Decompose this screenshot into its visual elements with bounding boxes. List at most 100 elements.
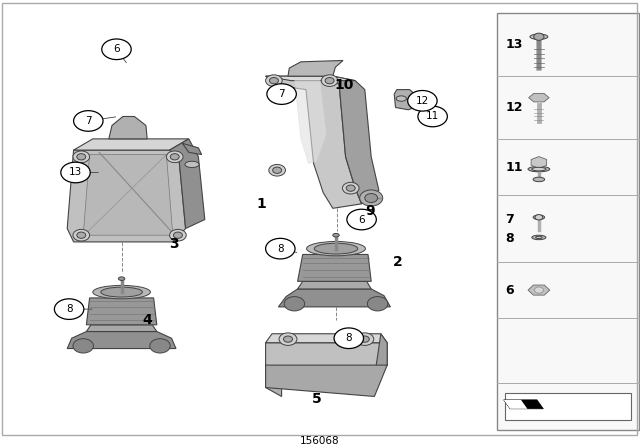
Circle shape (356, 333, 374, 345)
Circle shape (342, 182, 359, 194)
Circle shape (170, 154, 179, 160)
Polygon shape (531, 157, 547, 168)
Ellipse shape (533, 177, 545, 182)
Circle shape (73, 151, 90, 163)
Polygon shape (371, 334, 387, 379)
Text: 7: 7 (278, 89, 285, 99)
Text: 13: 13 (69, 168, 82, 177)
Ellipse shape (333, 233, 339, 237)
Ellipse shape (314, 243, 358, 254)
Polygon shape (170, 139, 205, 228)
Circle shape (347, 209, 376, 230)
Text: 5: 5 (312, 392, 322, 406)
Text: 8: 8 (506, 232, 514, 245)
Text: 11: 11 (426, 112, 439, 121)
Polygon shape (266, 334, 387, 343)
Ellipse shape (185, 161, 199, 168)
Polygon shape (298, 281, 371, 289)
Text: 9: 9 (365, 203, 375, 218)
Text: 8: 8 (346, 333, 352, 343)
Circle shape (325, 78, 334, 84)
Text: 8: 8 (277, 244, 284, 254)
Text: 12: 12 (506, 101, 523, 114)
Circle shape (346, 185, 355, 191)
Polygon shape (333, 76, 379, 204)
Ellipse shape (396, 96, 406, 101)
Circle shape (408, 90, 437, 111)
Circle shape (334, 328, 364, 349)
Text: 13: 13 (506, 38, 523, 52)
Circle shape (321, 75, 338, 86)
Text: 7: 7 (506, 213, 515, 226)
Polygon shape (394, 90, 415, 110)
Circle shape (74, 111, 103, 131)
Circle shape (150, 339, 170, 353)
Polygon shape (504, 400, 543, 409)
Ellipse shape (532, 235, 546, 240)
Circle shape (173, 232, 182, 238)
Polygon shape (67, 150, 186, 242)
Circle shape (77, 232, 86, 238)
Circle shape (73, 229, 90, 241)
Ellipse shape (533, 215, 545, 220)
Polygon shape (288, 60, 343, 76)
Circle shape (77, 154, 86, 160)
Ellipse shape (530, 34, 548, 39)
Text: 8: 8 (66, 304, 72, 314)
Ellipse shape (532, 168, 546, 171)
Circle shape (418, 106, 447, 127)
Circle shape (73, 339, 93, 353)
Polygon shape (86, 298, 157, 325)
Polygon shape (266, 76, 355, 81)
Text: 3: 3 (169, 237, 179, 251)
Circle shape (360, 336, 369, 342)
Text: 4: 4 (142, 313, 152, 327)
Polygon shape (504, 400, 527, 409)
Text: 6: 6 (506, 284, 514, 297)
Circle shape (273, 167, 282, 173)
Text: 7: 7 (85, 116, 92, 126)
Circle shape (61, 162, 90, 183)
Polygon shape (529, 93, 549, 102)
Ellipse shape (536, 237, 542, 238)
Ellipse shape (528, 167, 550, 172)
Text: 12: 12 (416, 96, 429, 106)
Text: 6: 6 (358, 215, 365, 224)
Circle shape (269, 164, 285, 176)
Circle shape (269, 78, 278, 84)
Polygon shape (86, 325, 157, 332)
Polygon shape (528, 285, 550, 295)
Circle shape (365, 194, 378, 202)
Circle shape (266, 75, 282, 86)
Polygon shape (74, 139, 189, 150)
Text: 2: 2 (393, 255, 403, 269)
Text: 1: 1 (256, 197, 266, 211)
Text: 11: 11 (506, 160, 523, 174)
Circle shape (367, 297, 388, 311)
Circle shape (534, 33, 544, 40)
Polygon shape (67, 332, 176, 349)
FancyBboxPatch shape (505, 393, 631, 420)
Polygon shape (83, 155, 173, 235)
Circle shape (535, 215, 543, 220)
Polygon shape (109, 116, 147, 139)
Polygon shape (266, 343, 387, 379)
Circle shape (534, 287, 543, 293)
Ellipse shape (118, 277, 125, 280)
Text: 6: 6 (113, 44, 120, 54)
Circle shape (266, 238, 295, 259)
Circle shape (102, 39, 131, 60)
Ellipse shape (307, 241, 365, 256)
Polygon shape (294, 78, 326, 164)
Text: 10: 10 (335, 78, 354, 92)
Polygon shape (278, 289, 390, 307)
Circle shape (54, 299, 84, 319)
Text: 156068: 156068 (300, 436, 340, 446)
FancyBboxPatch shape (497, 13, 639, 430)
Circle shape (284, 297, 305, 311)
Circle shape (284, 336, 292, 342)
Circle shape (166, 151, 183, 163)
Polygon shape (266, 76, 362, 208)
Ellipse shape (101, 287, 143, 297)
Circle shape (279, 333, 297, 345)
